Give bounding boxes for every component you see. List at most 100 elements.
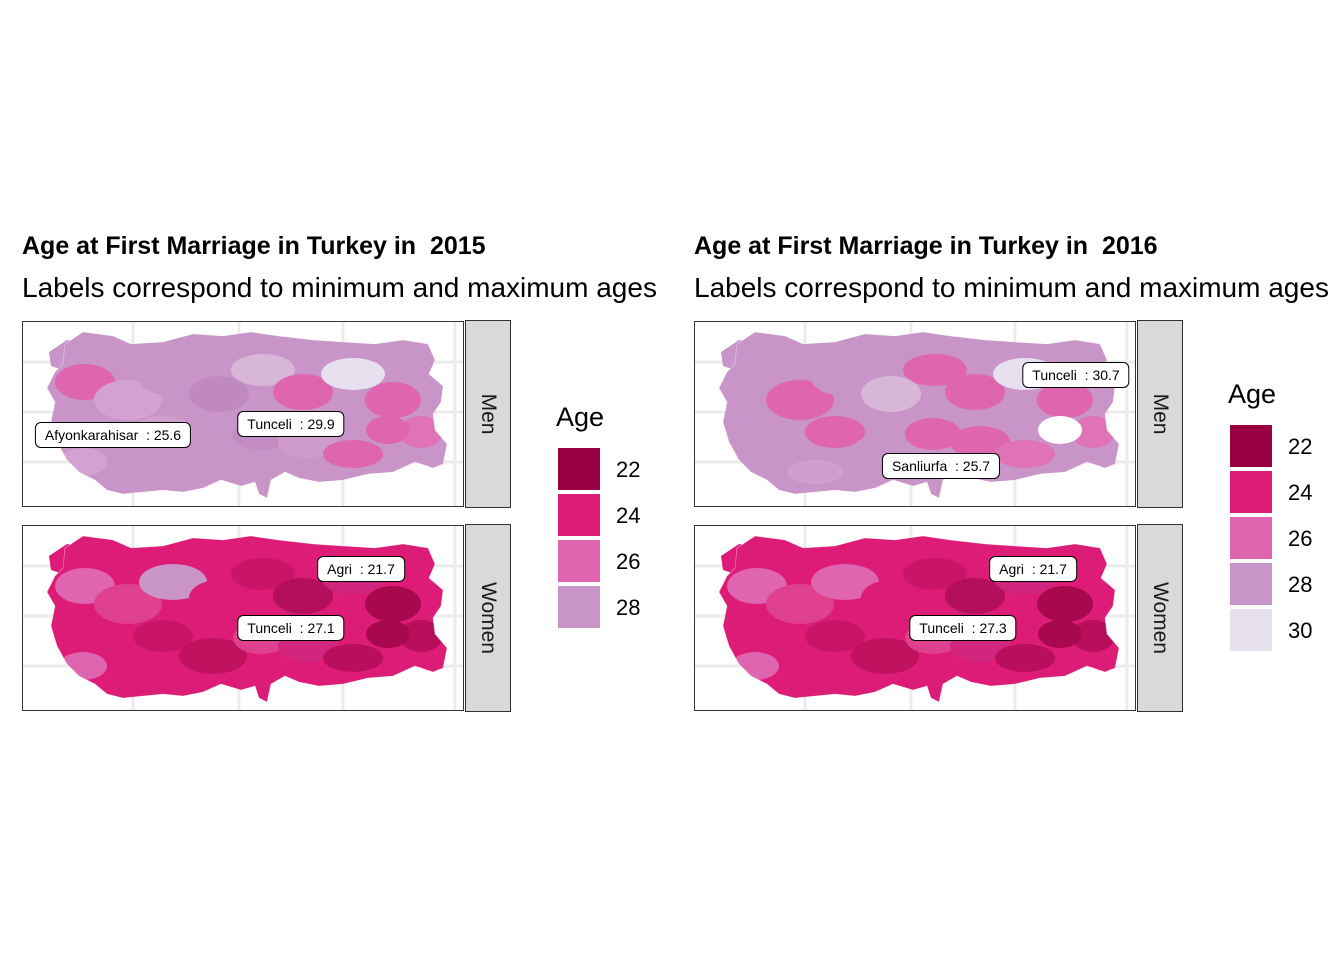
- figure-subtitle: Labels correspond to minimum and maximum…: [22, 272, 657, 303]
- province-region: [787, 460, 843, 484]
- facet-strip-label: Women: [1149, 582, 1172, 654]
- province-region: [115, 460, 171, 484]
- facet-strip-label: Men: [477, 393, 500, 435]
- map-panel-women: Agri : 21.7 Tunceli : 27.1: [22, 525, 464, 711]
- legend-title: Age: [1228, 379, 1277, 409]
- map-label-max: Tunceli : 29.9: [237, 411, 345, 437]
- facet-strip-women: Women: [465, 524, 511, 712]
- province-region: [179, 638, 247, 674]
- map-label-min: Agri : 21.7: [317, 556, 405, 582]
- legend-label: 26: [616, 549, 641, 574]
- province-region: [189, 376, 249, 412]
- figure-2016: Age at First Marriage in Turkey in 2016 …: [672, 0, 1344, 960]
- legend-swatch: [1230, 425, 1272, 467]
- province-region: [1037, 586, 1093, 622]
- province-region: [1038, 620, 1082, 648]
- region-thrace: [721, 544, 763, 574]
- province-region: [945, 578, 1005, 614]
- legend-label: 30: [1288, 618, 1313, 643]
- legend-title: Age: [556, 402, 605, 432]
- province-region: [365, 382, 421, 418]
- legend-label: 22: [616, 457, 641, 482]
- province-region: [139, 360, 207, 396]
- province-region: [321, 358, 385, 390]
- figure-title: Age at First Marriage in Turkey in 2015: [22, 232, 486, 260]
- legend-swatch: [1230, 517, 1272, 559]
- figure-title: Age at First Marriage in Turkey in 2016: [694, 232, 1158, 260]
- legend-swatch: [558, 540, 600, 582]
- map-panel-men: Tunceli : 30.7 Sanliurfa : 25.7: [694, 321, 1136, 507]
- facet-strip-label: Men: [1149, 393, 1172, 435]
- province-region: [805, 416, 865, 448]
- map-label-min: Agri : 21.7: [989, 556, 1077, 582]
- region-thrace: [721, 340, 763, 370]
- province-region: [231, 558, 295, 590]
- legend: Age 22 24 26 28: [556, 402, 666, 642]
- province-region: [115, 664, 171, 688]
- province-region: [133, 620, 193, 652]
- turkey-map-men: [23, 322, 463, 506]
- map-label-min: Afyonkarahisar : 25.6: [34, 422, 192, 448]
- province-region: [366, 416, 410, 444]
- facet-strip-women: Women: [1137, 524, 1183, 712]
- legend-label: 28: [1288, 572, 1313, 597]
- province-region: [273, 578, 333, 614]
- legend-swatch: [1230, 609, 1272, 651]
- map-label-min: Sanliurfa : 25.7: [881, 453, 1001, 479]
- province-region: [94, 584, 162, 624]
- province-region: [995, 644, 1055, 672]
- province-region: [811, 360, 879, 396]
- province-region: [94, 380, 162, 420]
- legend-label: 28: [616, 595, 641, 620]
- facet-strip-label: Women: [477, 582, 500, 654]
- province-region: [1038, 416, 1082, 444]
- map-label-max: Tunceli : 27.1: [237, 615, 345, 641]
- legend-swatch: [1230, 563, 1272, 605]
- province-region: [945, 374, 1005, 410]
- turkey-map-men: [695, 322, 1135, 506]
- figure-2015: Age at First Marriage in Turkey in 2015 …: [22, 232, 666, 712]
- province-region: [950, 426, 1010, 458]
- province-region: [399, 620, 443, 652]
- country-border: [46, 535, 448, 703]
- legend-swatch: [558, 494, 600, 536]
- province-region: [905, 418, 961, 450]
- country-border: [46, 331, 448, 499]
- province-region: [189, 580, 249, 616]
- country-border: [718, 331, 1120, 499]
- figure-subtitle: Labels correspond to minimum and maximum…: [694, 272, 1329, 303]
- province-region: [231, 354, 295, 386]
- province-region: [399, 416, 443, 448]
- province-region: [366, 620, 410, 648]
- province-region: [903, 558, 967, 590]
- legend-label: 22: [1288, 434, 1313, 459]
- province-region: [365, 586, 421, 622]
- province-region: [811, 564, 879, 600]
- legend: Age 22 24 26 28 30: [1228, 379, 1338, 664]
- country-border: [718, 535, 1120, 703]
- province-region: [903, 354, 967, 386]
- province-region: [1071, 416, 1115, 448]
- legend-swatch: [558, 586, 600, 628]
- province-region: [179, 434, 247, 470]
- province-region: [861, 580, 921, 616]
- province-region: [1037, 382, 1093, 418]
- province-region: [861, 376, 921, 412]
- province-region: [273, 374, 333, 410]
- facet-strip-men: Men: [1137, 320, 1183, 508]
- province-region: [139, 564, 207, 600]
- legend-label: 24: [616, 503, 641, 528]
- province-region: [766, 584, 834, 624]
- province-region: [851, 638, 919, 674]
- map-label-max: Tunceli : 30.7: [1022, 362, 1130, 388]
- map-panel-women: Agri : 21.7 Tunceli : 27.3: [694, 525, 1136, 711]
- province-region: [805, 620, 865, 652]
- province-region: [766, 380, 834, 420]
- facet-strip-men: Men: [465, 320, 511, 508]
- legend-label: 26: [1288, 526, 1313, 551]
- region-thrace: [49, 544, 91, 574]
- legend-swatch: [558, 448, 600, 490]
- province-region: [323, 440, 383, 468]
- province-region: [995, 440, 1055, 468]
- province-region: [787, 664, 843, 688]
